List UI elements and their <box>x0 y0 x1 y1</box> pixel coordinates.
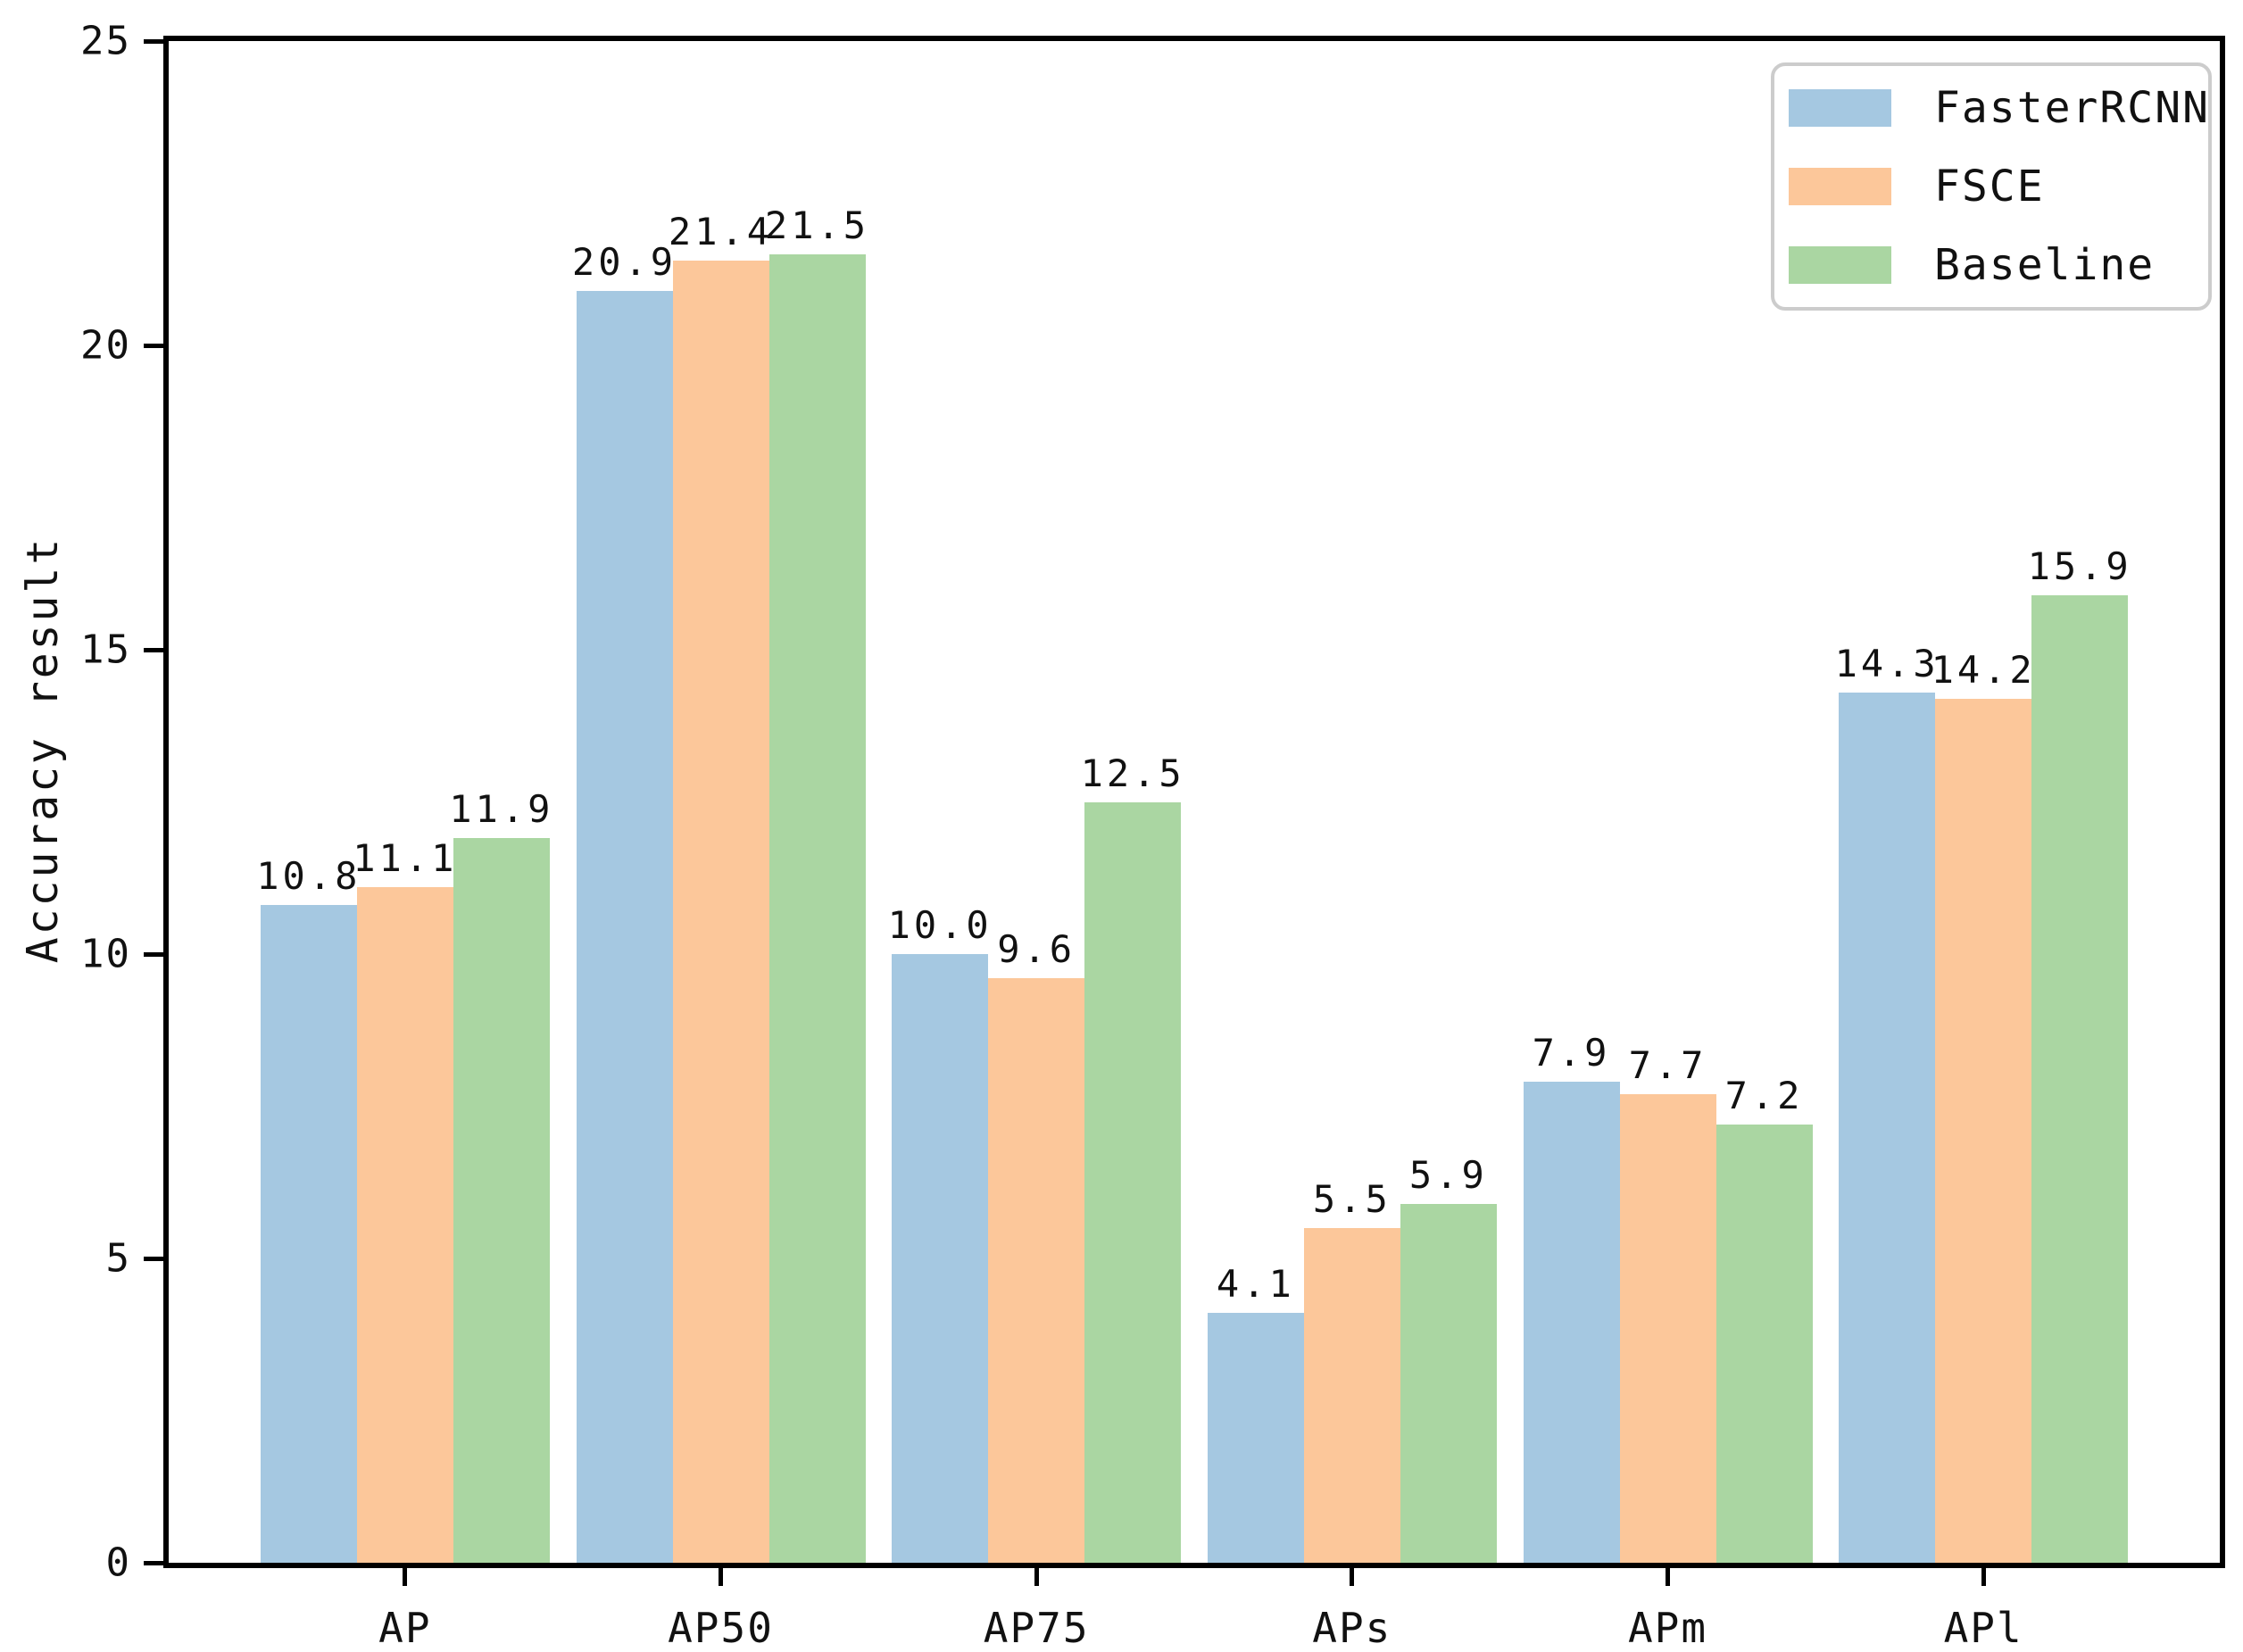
y-tick-label: 15 <box>80 627 131 673</box>
y-tick-mark <box>144 343 163 348</box>
bar-value-label: 5.5 <box>1312 1176 1391 1221</box>
bar <box>356 886 453 1563</box>
bar-value-label: 21.5 <box>764 203 870 247</box>
legend: FasterRCNN FSCE Baseline <box>1771 62 2212 311</box>
bar <box>2031 594 2129 1563</box>
x-tick-label: AP75 <box>983 1604 1090 1652</box>
bar-value-label: 4.1 <box>1216 1262 1295 1307</box>
legend-item: FasterRCNN <box>1789 83 2208 133</box>
bar-value-label: 7.2 <box>1724 1073 1804 1117</box>
bar <box>768 253 866 1563</box>
bar-value-label: 21.4 <box>668 209 774 253</box>
x-tick-mark <box>403 1568 408 1586</box>
bar <box>260 905 357 1563</box>
bar <box>892 954 989 1563</box>
bar <box>1619 1093 1716 1563</box>
x-tick-mark <box>1034 1568 1039 1586</box>
bar <box>988 978 1085 1563</box>
y-axis-label: Accuracy result <box>18 535 68 964</box>
legend-item: Baseline <box>1789 240 2190 290</box>
bar-value-label: 10.0 <box>887 903 993 947</box>
bar <box>453 838 550 1563</box>
bar-value-label: 15.9 <box>2027 544 2132 588</box>
bar-value-label: 11.9 <box>449 787 554 832</box>
bar-value-label: 9.6 <box>997 927 1076 972</box>
x-tick-label: AP50 <box>668 1604 774 1652</box>
legend-label: FSCE <box>1934 162 2045 212</box>
x-tick-mark <box>1981 1568 1986 1586</box>
legend-swatch <box>1789 89 1891 127</box>
bar-value-label: 10.8 <box>256 854 361 899</box>
y-tick-mark <box>144 647 163 652</box>
bar-value-label: 5.9 <box>1408 1152 1488 1197</box>
legend-label: FasterRCNN <box>1934 83 2210 133</box>
bar <box>1400 1203 1497 1563</box>
x-tick-mark <box>719 1568 723 1586</box>
bar <box>1839 692 1936 1563</box>
bar-value-label: 7.7 <box>1628 1042 1707 1087</box>
y-tick-label: 20 <box>80 322 131 369</box>
bar-value-label: 7.9 <box>1532 1031 1611 1075</box>
bar <box>1303 1227 1400 1563</box>
y-tick-label: 25 <box>80 18 131 64</box>
legend-swatch <box>1789 168 1891 205</box>
bar <box>1523 1082 1620 1563</box>
y-tick-label: 0 <box>105 1540 131 1586</box>
y-tick-label: 10 <box>80 931 131 977</box>
x-tick-mark <box>1350 1568 1355 1586</box>
bar <box>1935 698 2032 1563</box>
bar-value-label: 12.5 <box>1080 751 1185 795</box>
y-tick-label: 5 <box>105 1235 131 1282</box>
x-tick-label: AP <box>378 1604 432 1652</box>
y-tick-mark <box>144 951 163 957</box>
bar <box>1715 1124 1813 1563</box>
y-tick-mark <box>144 1560 163 1565</box>
legend-item: FSCE <box>1789 162 2190 212</box>
bar <box>1207 1313 1304 1563</box>
bar <box>1084 801 1182 1563</box>
bar-value-label: 11.1 <box>353 835 458 880</box>
y-tick-mark <box>144 1256 163 1261</box>
y-tick-mark <box>144 38 163 44</box>
x-tick-label: APm <box>1627 1604 1708 1652</box>
legend-swatch <box>1789 246 1891 284</box>
x-tick-label: APs <box>1312 1604 1392 1652</box>
x-tick-mark <box>1666 1568 1670 1586</box>
x-tick-label: APl <box>1943 1604 2023 1652</box>
bar-value-label: 20.9 <box>571 239 677 284</box>
bar <box>576 290 673 1563</box>
legend-label: Baseline <box>1934 240 2156 290</box>
bar <box>672 260 769 1563</box>
bar-value-label: 14.3 <box>1834 641 1940 685</box>
bar-value-label: 14.2 <box>1931 647 2036 692</box>
